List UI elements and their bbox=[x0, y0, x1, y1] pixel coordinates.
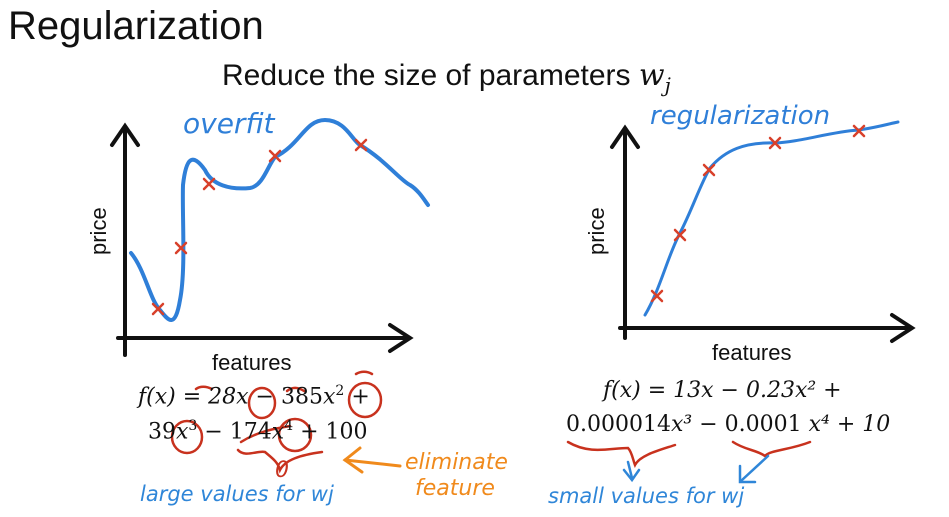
right-annotations bbox=[566, 440, 812, 469]
blue-arrow-1-head bbox=[622, 468, 641, 483]
small-values-arrows bbox=[622, 454, 770, 484]
right-x-arrow bbox=[890, 313, 916, 343]
left-xlabel: features bbox=[212, 350, 292, 375]
left-axes bbox=[110, 122, 414, 357]
left-eq1-part2: − 385 bbox=[248, 384, 323, 410]
circle-x4 bbox=[277, 417, 313, 453]
left-eq1-part3: x bbox=[322, 384, 336, 410]
blue-arrow-2-shaft bbox=[740, 454, 770, 482]
eliminate-line1: eliminate bbox=[405, 450, 508, 475]
blue-arrow-2-head bbox=[738, 464, 757, 484]
left-eq1-part0: f(x) = 28 bbox=[138, 384, 237, 410]
overfit-label: overfit bbox=[183, 107, 276, 140]
left-marker-3 bbox=[202, 177, 216, 191]
left-ylabel: price bbox=[86, 207, 111, 255]
slide-subtitle: Reduce the size of parameters wj bbox=[222, 58, 671, 97]
circle-x2 bbox=[347, 381, 383, 419]
left-eq2-part1: x bbox=[176, 419, 189, 445]
brace-left bbox=[236, 448, 324, 474]
right-equation-line2: 0.000014x³ − 0.0001 x⁴ + 10 bbox=[566, 412, 890, 437]
left-x-arrow bbox=[388, 323, 414, 353]
right-marker-3 bbox=[702, 163, 716, 177]
right-equation-line1: f(x) = 13x − 0.23x² + bbox=[603, 378, 842, 403]
left-eq2-part2: 3 bbox=[188, 418, 198, 434]
left-eq1-part5: + bbox=[344, 384, 370, 410]
tick-x4 bbox=[285, 386, 306, 393]
eliminate-note: eliminate feature bbox=[405, 450, 508, 502]
right-marker-1 bbox=[650, 289, 664, 303]
strike-174 bbox=[239, 424, 292, 444]
left-eq2-part5: x bbox=[271, 419, 285, 445]
eliminate-line2: feature bbox=[415, 476, 495, 501]
right-eq2-c: 0.0001 bbox=[724, 412, 802, 437]
right-axes bbox=[610, 124, 916, 343]
right-eq2-a: 0.000014 bbox=[566, 412, 671, 437]
tick-x3 bbox=[194, 385, 214, 391]
blue-arrow-1-shaft bbox=[626, 460, 634, 480]
left-eq2-part0: 39 bbox=[148, 419, 176, 445]
right-xlabel: features bbox=[712, 340, 792, 365]
left-eq1-part1: x bbox=[236, 384, 249, 410]
left-marker-5 bbox=[354, 138, 368, 152]
circle-x bbox=[247, 386, 277, 420]
right-marker-4 bbox=[768, 136, 782, 150]
subtitle-param-sub: j bbox=[664, 73, 671, 97]
left-y-arrow bbox=[110, 122, 140, 147]
left-markers bbox=[151, 138, 368, 316]
right-y-arrow bbox=[610, 124, 640, 149]
regularized-curve bbox=[643, 120, 900, 317]
zero-mark: 0 bbox=[275, 458, 289, 483]
left-annotations bbox=[170, 370, 383, 474]
left-eq1-part4: 2 bbox=[335, 383, 345, 399]
left-equation-line1: f(x) = 28x − 385x2 + bbox=[138, 383, 370, 409]
regularization-label: regularization bbox=[650, 101, 830, 131]
right-marker-2 bbox=[673, 228, 687, 242]
brace-right-1 bbox=[566, 440, 677, 469]
eliminate-arrow-head bbox=[342, 446, 364, 474]
left-marker-4 bbox=[268, 149, 282, 163]
eliminate-arrow-shaft bbox=[343, 458, 402, 468]
right-eq2-b: x³ − bbox=[670, 412, 725, 437]
left-eq2-part7: + 100 bbox=[293, 419, 368, 445]
left-marker-1 bbox=[151, 302, 165, 316]
left-eq2-part6: 4 bbox=[284, 418, 294, 434]
large-values-note: large values for wj bbox=[140, 482, 334, 506]
subtitle-text: Reduce the size of parameters bbox=[222, 59, 639, 92]
small-values-note: small values for wj bbox=[548, 484, 745, 508]
brace-right-2 bbox=[731, 440, 812, 458]
left-eq2-part3: − bbox=[197, 419, 230, 445]
left-marker-2 bbox=[174, 241, 188, 255]
eliminate-arrow bbox=[342, 446, 402, 474]
right-marker-5 bbox=[852, 124, 866, 138]
overfit-curve bbox=[129, 117, 430, 322]
right-eq2-d: x⁴ + 10 bbox=[801, 412, 891, 437]
circle-x3 bbox=[170, 419, 204, 455]
slide-title: Regularization bbox=[8, 4, 264, 48]
left-eq2-part4: 174 bbox=[229, 419, 272, 445]
right-ylabel: price bbox=[584, 207, 609, 255]
tick-x2 bbox=[354, 370, 374, 376]
right-markers bbox=[650, 124, 866, 303]
subtitle-param: w bbox=[638, 58, 665, 93]
left-equation-line2: 39x3 − 174x4 + 100 bbox=[148, 418, 368, 444]
